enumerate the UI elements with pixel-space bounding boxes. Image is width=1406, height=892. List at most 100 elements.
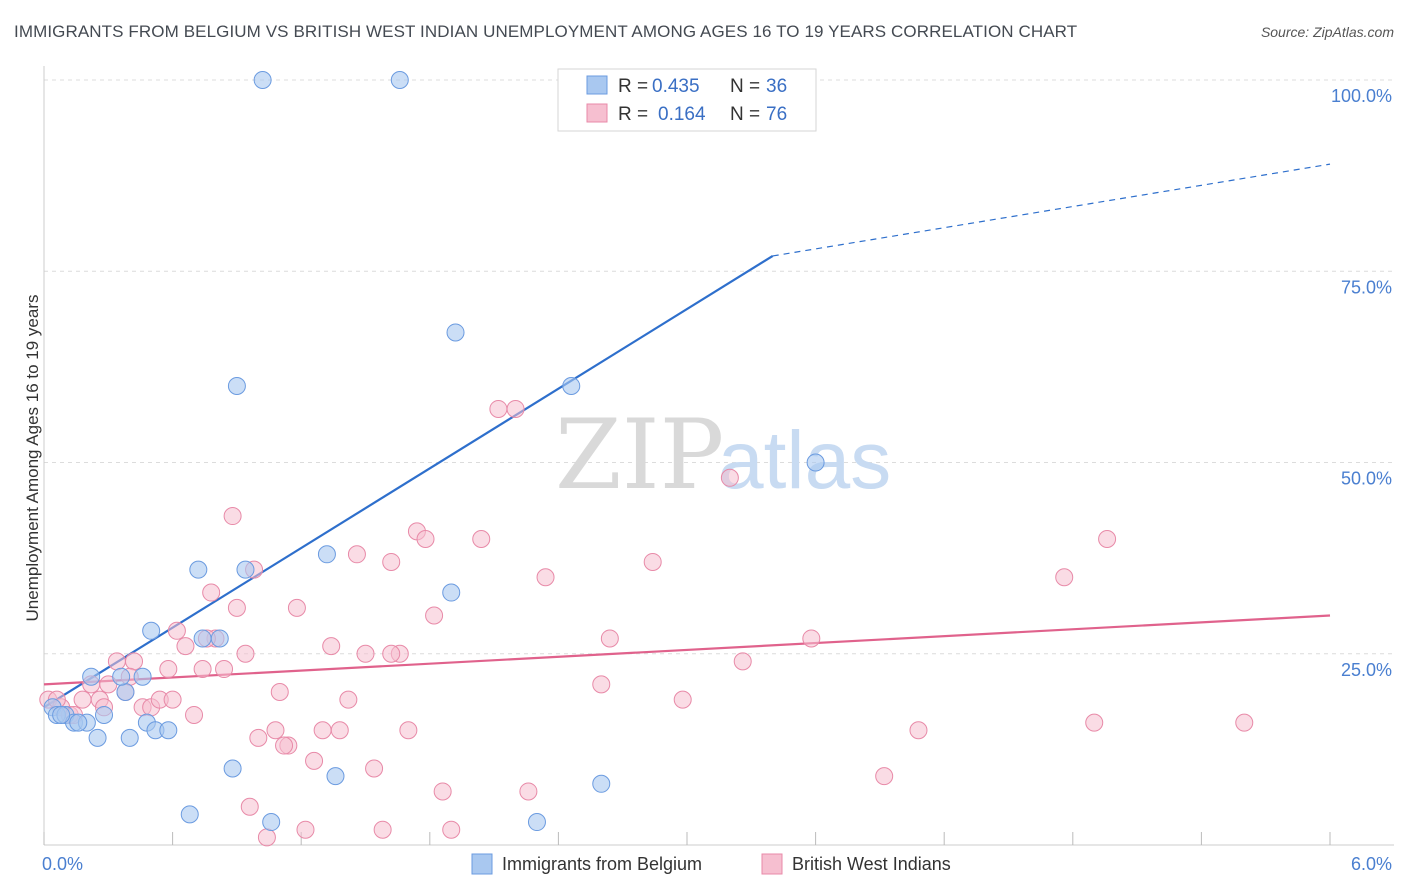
point-belgium-14 (193, 629, 212, 648)
point-bwi-14 (167, 621, 186, 640)
point-belgium-22 (326, 767, 345, 786)
point-bwi-37 (347, 545, 366, 564)
y-axis-title: Unemployment Among Ages 16 to 19 years (23, 295, 42, 622)
bottom-legend-swatch-blue (471, 853, 493, 875)
bottom-legend-swatch-pink (761, 853, 783, 875)
bottom-legend-label-1: Immigrants from Belgium (502, 854, 702, 874)
point-bwi-61 (875, 767, 894, 786)
point-bwi-41 (382, 552, 401, 571)
point-bwi-15 (176, 637, 195, 656)
point-bwi-20 (215, 660, 234, 679)
point-belgium-7 (116, 683, 135, 701)
point-bwi-30 (287, 598, 306, 617)
trend-lines (43, 163, 1331, 709)
legend-r-label-2: R = (618, 104, 648, 125)
point-bwi-32 (305, 751, 324, 770)
legend-r-value-1: 0.435 (652, 76, 700, 97)
point-belgium-6 (95, 705, 114, 724)
point-bwi-46 (425, 606, 444, 625)
point-belgium-17 (236, 560, 255, 579)
point-bwi-27 (266, 721, 285, 740)
point-bwi-34 (322, 637, 341, 656)
bottom-legend-label-2: British West Indians (792, 854, 951, 874)
point-bwi-66 (1235, 713, 1254, 732)
y-tick-label-0: 100.0% (1331, 86, 1392, 106)
point-bwi-49 (472, 530, 491, 548)
point-bwi-74 (275, 736, 294, 755)
trend-line-belgium (43, 255, 774, 709)
x-tick-label-0: 0.0% (42, 854, 83, 874)
legend-swatch-blue (586, 75, 608, 95)
y-tick-label-3: 25.0% (1341, 660, 1392, 680)
tick-labels: 100.0% 75.0% 50.0% 25.0% 0.0% 6.0% (42, 86, 1392, 874)
y-tick-label-2: 50.0% (1341, 469, 1392, 489)
point-bwi-18 (202, 583, 221, 602)
stats-legend: R = 0.435 N = 36 R = 0.164 N = 76 (557, 68, 817, 132)
trend-line-belgium-extension (772, 163, 1331, 257)
point-bwi-7 (107, 652, 126, 671)
point-belgium-26 (527, 813, 546, 832)
point-bwi-63 (1055, 568, 1074, 587)
point-bwi-9 (125, 652, 144, 671)
trend-line-bwi (43, 614, 1331, 686)
point-bwi-54 (592, 675, 611, 694)
legend-n-value-2: 76 (766, 104, 787, 125)
point-bwi-47 (433, 782, 452, 801)
point-belgium-30 (180, 805, 199, 824)
point-belgium-29 (806, 453, 825, 472)
point-bwi-35 (330, 721, 349, 740)
point-bwi-17 (193, 660, 212, 679)
point-bwi-25 (249, 728, 268, 747)
point-bwi-51 (506, 399, 525, 418)
point-bwi-26 (257, 828, 276, 847)
point-belgium-11 (159, 721, 178, 740)
point-belgium-27 (562, 377, 581, 395)
point-bwi-73 (240, 797, 259, 816)
point-belgium-19 (253, 71, 272, 89)
point-bwi-36 (339, 690, 358, 709)
legend-r-value-2: 0.164 (658, 104, 706, 125)
point-bwi-50 (489, 399, 508, 418)
point-bwi-59 (733, 652, 752, 671)
point-bwi-58 (720, 468, 739, 487)
point-bwi-60 (802, 629, 821, 648)
watermark: ZIP atlas (555, 399, 891, 511)
point-bwi-45 (416, 530, 435, 548)
point-bwi-33 (313, 721, 332, 740)
point-bwi-40 (373, 820, 392, 839)
legend-n-value-1: 36 (766, 76, 787, 97)
point-belgium-33 (82, 667, 101, 686)
point-bwi-56 (643, 552, 662, 571)
legend-n-label-2: N = (730, 104, 760, 125)
point-bwi-52 (519, 782, 538, 801)
point-bwi-53 (536, 568, 555, 587)
point-bwi-39 (365, 759, 384, 778)
legend-swatch-pink (586, 103, 608, 123)
point-bwi-48 (442, 820, 461, 839)
point-bwi-21 (223, 507, 242, 526)
point-bwi-23 (236, 644, 255, 663)
point-bwi-3 (73, 690, 92, 709)
point-belgium-25 (446, 323, 465, 342)
point-bwi-16 (185, 705, 204, 724)
point-belgium-31 (133, 667, 152, 686)
point-belgium-28 (592, 774, 611, 793)
point-belgium-8 (120, 728, 139, 747)
series-british-west-indians (39, 399, 1254, 847)
point-belgium-32 (112, 667, 131, 686)
point-belgium-18 (223, 759, 242, 778)
point-belgium-34 (69, 713, 88, 732)
point-belgium-5 (88, 728, 107, 747)
series-immigrants-from-belgium (43, 71, 825, 832)
chart-title: IMMIGRANTS FROM BELGIUM VS BRITISH WEST … (14, 22, 1078, 41)
series-legend: Immigrants from Belgium British West Ind… (471, 853, 951, 875)
legend-r-label-1: R = (618, 76, 648, 97)
point-bwi-28 (270, 683, 289, 701)
point-bwi-55 (600, 629, 619, 648)
point-belgium-23 (390, 71, 409, 89)
point-belgium-15 (210, 629, 229, 648)
point-bwi-64 (1085, 713, 1104, 732)
point-belgium-21 (317, 545, 336, 564)
point-bwi-75 (382, 644, 401, 663)
